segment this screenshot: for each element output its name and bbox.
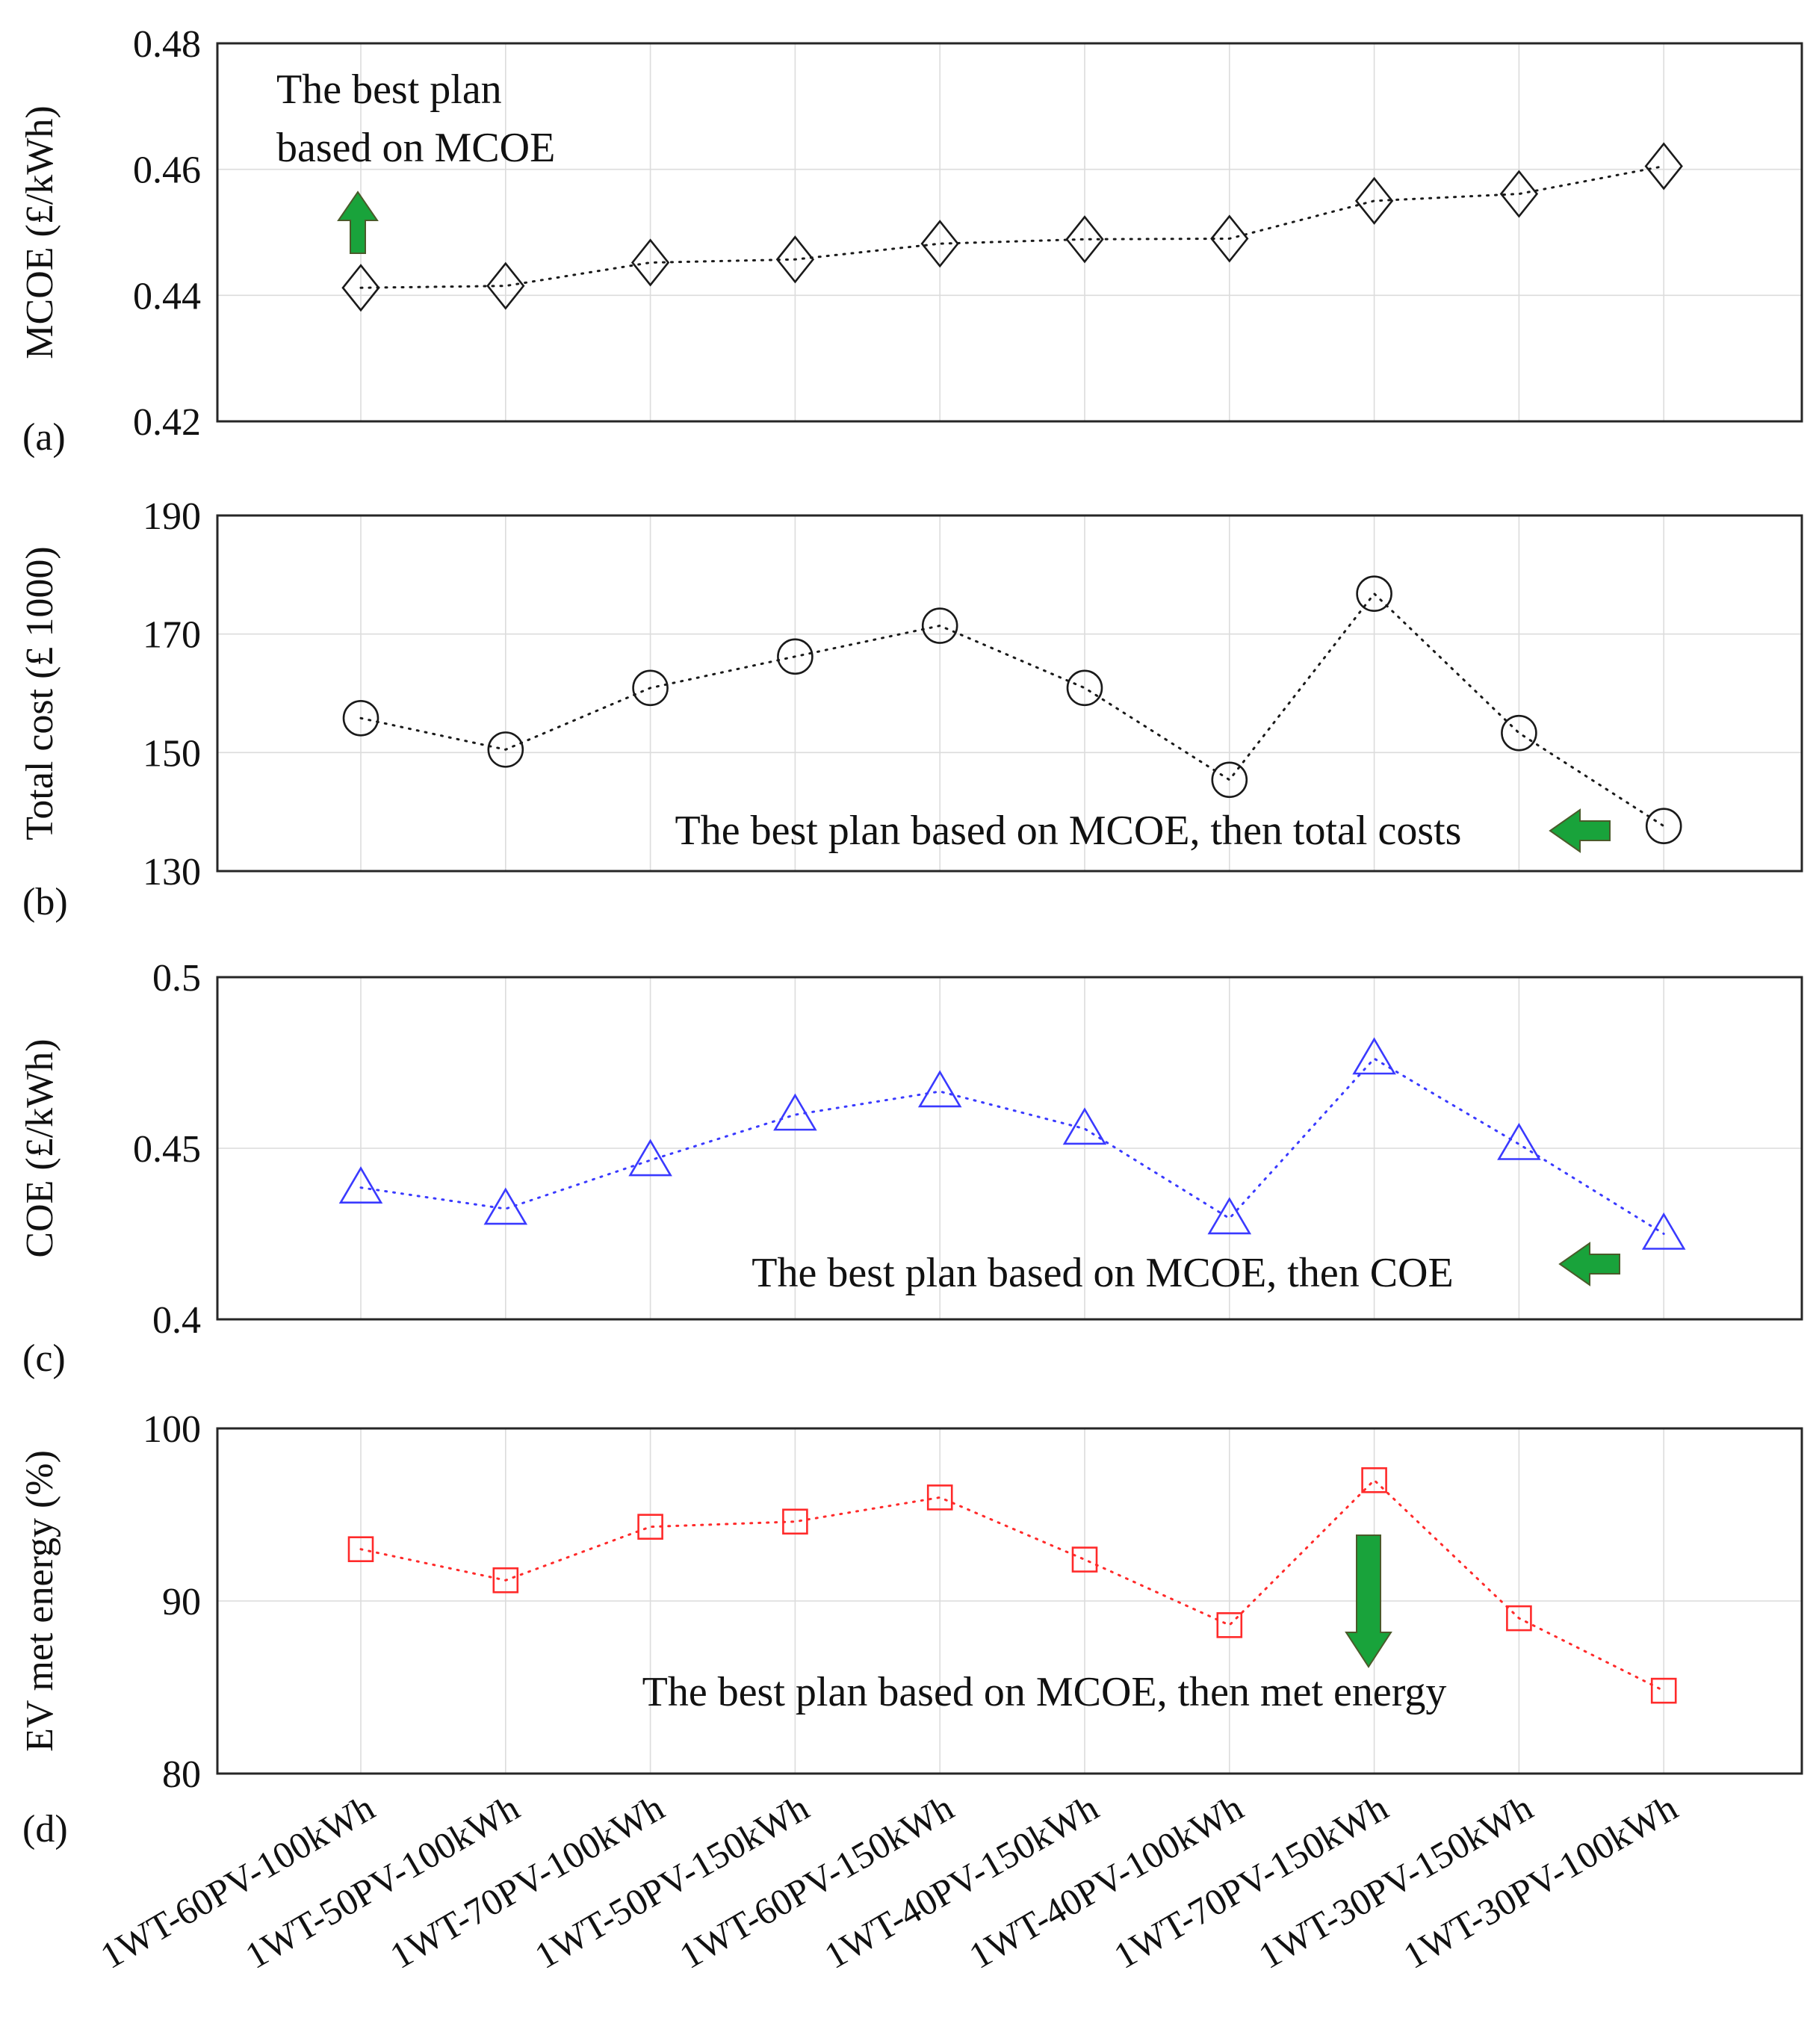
x-tick-label: 1WT-30PV-100kWh [1396, 1786, 1685, 1977]
y-tick-label: 80 [162, 1753, 201, 1796]
y-tick-label: 100 [143, 1408, 201, 1451]
data-point-square [782, 1508, 808, 1535]
x-tick-label: 1WT-30PV-150kWh [1251, 1786, 1540, 1977]
panel-label: (b) [22, 881, 68, 923]
panel-label: (a) [22, 416, 66, 459]
data-point-triangle [1641, 1212, 1686, 1250]
data-point-diamond [1354, 176, 1394, 225]
y-axis-label: EV met energy (%) [19, 1450, 61, 1752]
data-point-square [926, 1484, 953, 1511]
data-point-diamond [341, 264, 380, 312]
annotation-text: based on MCOE [276, 125, 555, 171]
y-tick-label: 0.46 [133, 149, 201, 192]
chart-panel-a: 0.42 0.44 0.46 0.48 MCOE (£/kWh) (a) The best … [19, 23, 1803, 459]
axes-box [216, 514, 1803, 873]
arrow-left-icon [1549, 808, 1611, 853]
data-point-triangle [1062, 1107, 1107, 1145]
data-point-circle [487, 731, 524, 768]
data-point-triangle [1352, 1037, 1396, 1075]
data-point-triangle [917, 1070, 962, 1108]
y-tick-label: 170 [143, 614, 201, 657]
y-tick-label: 0.42 [133, 401, 201, 444]
annotation-text: The best plan [276, 66, 502, 113]
series-line [359, 1057, 1665, 1235]
arrow-up-icon [337, 191, 379, 254]
data-point-circle [1501, 714, 1537, 752]
x-tick-label: 1WT-40PV-100kWh [962, 1786, 1251, 1977]
x-tick-labels: 1WT-60PV-100kWh1WT-50PV-100kWh1WT-70PV-1… [93, 1786, 1685, 1977]
series-line [359, 1478, 1665, 1692]
annotation-text: The best plan based on MCOE, then total … [675, 808, 1462, 854]
chart-panel-d: 80 90 100 EV met energy (%) (d) The best plan… [19, 1408, 1803, 1851]
axes-box [216, 1427, 1803, 1775]
data-point-circle [921, 607, 958, 644]
x-tick-label: 1WT-70PV-100kWh [382, 1786, 671, 1977]
y-axis-label: Total cost (£ 1000) [19, 546, 61, 840]
panel-label: (c) [22, 1337, 66, 1380]
data-point-square [1071, 1546, 1098, 1573]
data-point-square [492, 1567, 519, 1594]
x-tick-label: 1WT-60PV-150kWh [672, 1786, 961, 1977]
chart-panel-c: 0.4 0.45 0.5 COE (£/kWh) (c) The best plan ba… [19, 957, 1803, 1380]
chart-panel-b: 130 150 170 190 Total cost (£ 1000) (b) The be… [19, 495, 1803, 923]
data-point-square [1650, 1677, 1677, 1704]
annotation-text: The best plan based on MCOE, then met en… [642, 1669, 1447, 1715]
data-point-triangle [773, 1093, 817, 1131]
data-point-circle [1066, 669, 1103, 707]
data-point-square [637, 1514, 663, 1540]
data-point-square [347, 1536, 374, 1562]
annotation-text: The best plan based on MCOE, then COE [752, 1250, 1453, 1296]
data-point-diamond [630, 238, 670, 287]
data-point-circle [1211, 761, 1248, 799]
data-point-circle [777, 638, 814, 675]
x-tick-label: 1WT-40PV-150kWh [817, 1786, 1106, 1977]
data-point-diamond [1644, 142, 1683, 191]
y-tick-label: 0.44 [133, 275, 201, 318]
data-point-triangle [483, 1187, 528, 1225]
x-tick-label: 1WT-60PV-100kWh [93, 1786, 382, 1977]
data-point-circle [342, 700, 379, 737]
axes-box [216, 42, 1803, 423]
data-point-diamond [486, 261, 525, 310]
y-tick-label: 150 [143, 732, 201, 775]
data-point-square [1361, 1467, 1387, 1493]
x-tick-label: 1WT-50PV-100kWh [238, 1786, 527, 1977]
data-point-circle [1645, 808, 1682, 845]
data-point-triangle [1207, 1197, 1252, 1235]
data-point-square [1506, 1605, 1532, 1632]
series-line [359, 592, 1665, 828]
arrow-down-icon [1345, 1534, 1392, 1668]
y-tick-label: 0.45 [133, 1128, 201, 1171]
y-tick-label: 0.48 [133, 23, 201, 66]
x-tick-label: 1WT-70PV-150kWh [1106, 1786, 1395, 1977]
data-point-triangle [628, 1139, 672, 1177]
data-point-circle [632, 669, 669, 707]
arrow-left-icon [1558, 1242, 1620, 1286]
y-axis-label: MCOE (£/kWh) [19, 105, 61, 359]
data-point-diamond [1065, 215, 1104, 264]
y-tick-label: 0.4 [152, 1299, 201, 1342]
data-point-circle [1356, 575, 1392, 613]
y-axis-label: COE (£/kWh) [19, 1038, 61, 1257]
y-tick-label: 90 [162, 1581, 201, 1623]
x-tick-label: 1WT-50PV-150kWh [527, 1786, 816, 1977]
data-point-diamond [1499, 170, 1539, 218]
panel-label: (d) [22, 1808, 68, 1851]
data-point-diamond [775, 235, 815, 284]
data-point-diamond [920, 220, 959, 268]
data-point-triangle [338, 1166, 383, 1204]
series-line [359, 164, 1665, 289]
data-point-square [1216, 1612, 1243, 1638]
data-point-triangle [1497, 1122, 1541, 1160]
y-tick-label: 190 [143, 495, 201, 538]
y-tick-label: 130 [143, 851, 201, 894]
y-tick-label: 0.5 [152, 957, 201, 1000]
axes-box [216, 976, 1803, 1321]
data-point-diamond [1210, 214, 1249, 263]
